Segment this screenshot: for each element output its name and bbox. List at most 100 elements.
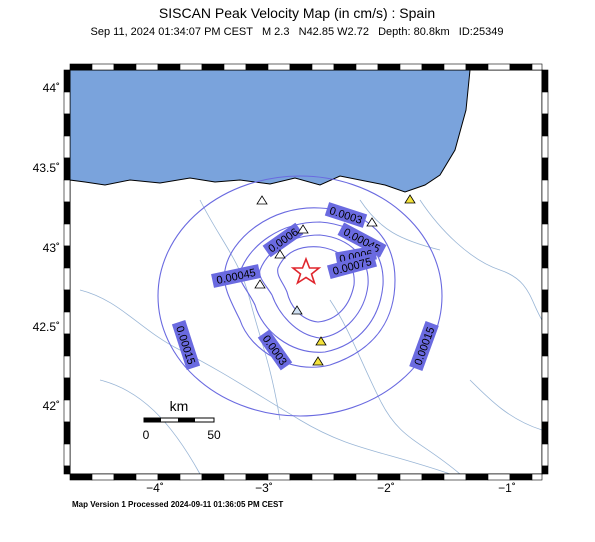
border-segment bbox=[541, 333, 549, 357]
border-segment bbox=[541, 157, 549, 181]
border-segment bbox=[421, 473, 445, 481]
border-segment bbox=[63, 443, 71, 467]
border-segment bbox=[541, 201, 549, 225]
footer: Map Version 1 Processed 2024-09-11 01:36… bbox=[72, 500, 283, 509]
border-segment bbox=[113, 63, 137, 71]
border-segment bbox=[311, 63, 335, 71]
title: SISCAN Peak Velocity Map (in cm/s) : Spa… bbox=[159, 5, 435, 21]
border-segment bbox=[541, 69, 549, 93]
border-segment bbox=[541, 223, 549, 247]
border-segment bbox=[245, 473, 269, 481]
lon-label: −4˚ bbox=[146, 481, 164, 495]
border-segment bbox=[267, 473, 291, 481]
border-segment bbox=[267, 63, 291, 71]
border-segment bbox=[223, 63, 247, 71]
border-segment bbox=[63, 333, 71, 357]
rivers bbox=[79, 199, 543, 475]
border-segment bbox=[63, 289, 71, 313]
border-segment bbox=[63, 311, 71, 335]
border-segment bbox=[63, 91, 71, 115]
border-segment bbox=[63, 179, 71, 203]
border-segment bbox=[245, 63, 269, 71]
border-segment bbox=[399, 63, 423, 71]
border-segment bbox=[179, 473, 203, 481]
border-segment bbox=[223, 473, 247, 481]
border-segment bbox=[113, 473, 137, 481]
border-segment bbox=[541, 355, 549, 379]
lat-labels: 44˚ 43.5˚ 43˚ 42.5˚ 42˚ bbox=[33, 81, 60, 413]
border-segment bbox=[157, 63, 181, 71]
contours bbox=[157, 175, 443, 417]
border-segment bbox=[377, 473, 401, 481]
border-segment bbox=[135, 63, 159, 71]
border-segment bbox=[465, 63, 489, 71]
border-segment bbox=[63, 421, 71, 445]
border-segment bbox=[509, 63, 533, 71]
border-segment bbox=[63, 201, 71, 225]
lat-label: 43.5˚ bbox=[33, 161, 60, 175]
lat-label: 42.5˚ bbox=[33, 320, 60, 334]
border-segment bbox=[487, 473, 511, 481]
border-segment bbox=[541, 443, 549, 467]
border-segment bbox=[63, 465, 71, 475]
border-segment bbox=[531, 63, 543, 71]
border-segment bbox=[179, 63, 203, 71]
border-segment bbox=[201, 473, 225, 481]
border-segment bbox=[541, 113, 549, 137]
frame-border bbox=[63, 63, 549, 481]
border-segment bbox=[487, 63, 511, 71]
border-segment bbox=[443, 63, 467, 71]
border-segment bbox=[135, 473, 159, 481]
border-segment bbox=[531, 473, 543, 481]
border-segment bbox=[541, 289, 549, 313]
lat-label: 44˚ bbox=[43, 81, 60, 95]
border-segment bbox=[63, 135, 71, 159]
border-segment bbox=[541, 377, 549, 401]
border-segment bbox=[69, 63, 93, 71]
border-segment bbox=[509, 473, 533, 481]
border-segment bbox=[289, 473, 313, 481]
border-segment bbox=[157, 473, 181, 481]
border-segment bbox=[91, 473, 115, 481]
border-segment bbox=[333, 473, 357, 481]
border-segment bbox=[91, 63, 115, 71]
border-segment bbox=[541, 311, 549, 335]
stations bbox=[254, 194, 416, 366]
border-segment bbox=[541, 135, 549, 159]
border-segment bbox=[311, 473, 335, 481]
border-segment bbox=[63, 113, 71, 137]
border-segment bbox=[63, 377, 71, 401]
border-segment bbox=[63, 69, 71, 93]
border-segment bbox=[465, 473, 489, 481]
border-segment bbox=[541, 267, 549, 291]
border-segment bbox=[541, 179, 549, 203]
border-segment bbox=[541, 465, 549, 475]
subtitle: Sep 11, 2024 01:34:07 PM CEST M 2.3 N42.… bbox=[91, 26, 504, 38]
border-segment bbox=[355, 473, 379, 481]
border-segment bbox=[541, 91, 549, 115]
lat-label: 42˚ bbox=[43, 399, 60, 413]
border-segment bbox=[541, 245, 549, 269]
lon-label: −2˚ bbox=[377, 481, 395, 495]
lat-label: 43˚ bbox=[43, 241, 60, 255]
scale-end: 50 bbox=[207, 428, 221, 442]
border-segment bbox=[201, 63, 225, 71]
lon-labels: −4˚ −3˚ −2˚ −1˚ bbox=[146, 481, 516, 495]
scale-bar: km 0 50 bbox=[143, 398, 221, 442]
border-segment bbox=[443, 473, 467, 481]
border-segment bbox=[63, 223, 71, 247]
border-segment bbox=[289, 63, 313, 71]
border-segment bbox=[377, 63, 401, 71]
map-area: 0.0003 0.00045 0.0006 0.0006 0.00075 0.0… bbox=[63, 63, 549, 481]
border-segment bbox=[63, 267, 71, 291]
border-segment bbox=[63, 157, 71, 181]
border-segment bbox=[399, 473, 423, 481]
border-segment bbox=[541, 421, 549, 445]
border-segment bbox=[541, 399, 549, 423]
scale-unit: km bbox=[170, 398, 189, 414]
border-segment bbox=[63, 399, 71, 423]
scale-start: 0 bbox=[143, 428, 150, 442]
lon-label: −1˚ bbox=[498, 481, 516, 495]
lon-label: −3˚ bbox=[255, 481, 273, 495]
